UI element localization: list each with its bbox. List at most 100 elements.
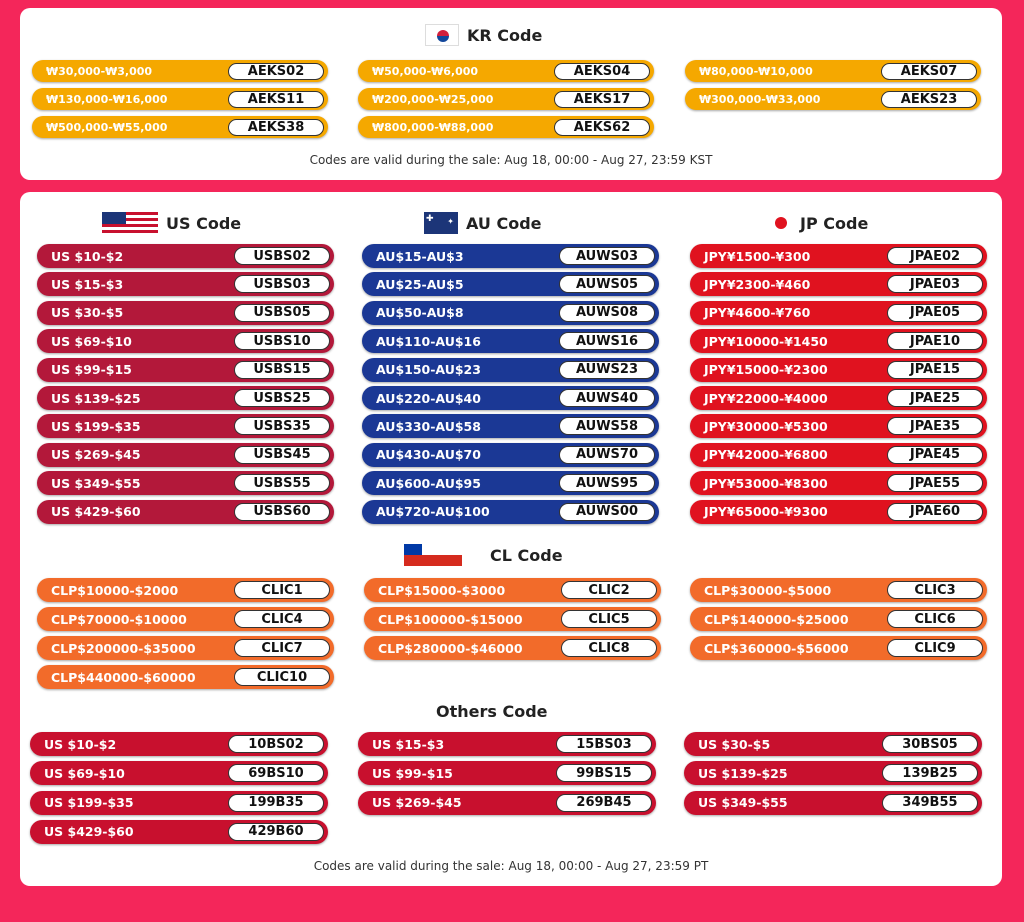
coupon-code[interactable]: 10BS02 xyxy=(228,735,324,753)
cl-coupon-pill[interactable]: CLP$15000-$3000 CLIC2 xyxy=(364,578,661,602)
cl-coupon-pill[interactable]: CLP$70000-$10000 CLIC4 xyxy=(37,607,334,631)
coupon-code[interactable]: USBS55 xyxy=(234,474,330,493)
coupon-code[interactable]: JPAE45 xyxy=(887,445,983,464)
coupon-code[interactable]: USBS60 xyxy=(234,502,330,521)
kr-coupon-pill[interactable]: ₩500,000-₩55,000 AEKS38 xyxy=(32,116,328,138)
coupon-code[interactable]: CLIC9 xyxy=(887,639,983,657)
coupon-code[interactable]: 30BS05 xyxy=(882,735,978,753)
coupon-code[interactable]: 69BS10 xyxy=(228,764,324,783)
us-coupon-pill[interactable]: US $429-$60 USBS60 xyxy=(37,499,334,524)
others-coupon-pill[interactable]: US $10-$2 10BS02 xyxy=(30,732,328,756)
coupon-code[interactable]: 199B35 xyxy=(228,793,324,812)
jp-coupon-pill[interactable]: JPY¥22000-¥4000 JPAE25 xyxy=(690,386,987,410)
us-coupon-pill[interactable]: US $269-$45 USBS45 xyxy=(37,442,334,467)
coupon-code[interactable]: USBS35 xyxy=(234,417,330,436)
coupon-code[interactable]: CLIC10 xyxy=(234,668,330,686)
jp-coupon-pill[interactable]: JPY¥53000-¥8300 JPAE55 xyxy=(690,471,987,496)
jp-coupon-pill[interactable]: JPY¥15000-¥2300 JPAE15 xyxy=(690,357,987,382)
coupon-code[interactable]: AEKS17 xyxy=(554,90,650,108)
cl-coupon-pill[interactable]: CLP$30000-$5000 CLIC3 xyxy=(690,578,987,602)
coupon-code[interactable]: AEKS62 xyxy=(554,118,650,136)
us-coupon-pill[interactable]: US $349-$55 USBS55 xyxy=(37,471,334,496)
coupon-code[interactable]: JPAE25 xyxy=(887,389,983,407)
coupon-code[interactable]: JPAE10 xyxy=(887,332,983,351)
cl-coupon-pill[interactable]: CLP$100000-$15000 CLIC5 xyxy=(364,607,661,631)
coupon-code[interactable]: AEKS11 xyxy=(228,90,324,108)
others-coupon-pill[interactable]: US $15-$3 15BS03 xyxy=(358,732,656,756)
coupon-code[interactable]: 269B45 xyxy=(556,793,652,812)
coupon-code[interactable]: USBS05 xyxy=(234,303,330,322)
coupon-code[interactable]: AUWS05 xyxy=(559,275,655,294)
cl-coupon-pill[interactable]: CLP$200000-$35000 CLIC7 xyxy=(37,636,334,660)
coupon-code[interactable]: CLIC7 xyxy=(234,639,330,657)
jp-coupon-pill[interactable]: JPY¥4600-¥760 JPAE05 xyxy=(690,300,987,325)
coupon-code[interactable]: USBS15 xyxy=(234,360,330,379)
coupon-code[interactable]: AUWS03 xyxy=(559,247,655,265)
coupon-code[interactable]: USBS03 xyxy=(234,275,330,294)
coupon-code[interactable]: CLIC5 xyxy=(561,610,657,628)
coupon-code[interactable]: CLIC2 xyxy=(561,581,657,599)
others-coupon-pill[interactable]: US $429-$60 429B60 xyxy=(30,819,328,844)
coupon-code[interactable]: CLIC6 xyxy=(887,610,983,628)
coupon-code[interactable]: USBS02 xyxy=(234,247,330,265)
others-coupon-pill[interactable]: US $139-$25 139B25 xyxy=(684,761,982,786)
others-coupon-pill[interactable]: US $69-$10 69BS10 xyxy=(30,761,328,786)
coupon-code[interactable]: USBS10 xyxy=(234,332,330,351)
us-coupon-pill[interactable]: US $139-$25 USBS25 xyxy=(37,386,334,410)
coupon-code[interactable]: AEKS02 xyxy=(228,62,324,80)
kr-coupon-pill[interactable]: ₩130,000-₩16,000 AEKS11 xyxy=(32,88,328,110)
us-coupon-pill[interactable]: US $99-$15 USBS15 xyxy=(37,357,334,382)
coupon-code[interactable]: JPAE02 xyxy=(887,247,983,265)
cl-coupon-pill[interactable]: CLP$140000-$25000 CLIC6 xyxy=(690,607,987,631)
coupon-code[interactable]: 429B60 xyxy=(228,822,324,841)
coupon-code[interactable]: CLIC8 xyxy=(561,639,657,657)
au-coupon-pill[interactable]: AU$15-AU$3 AUWS03 xyxy=(362,244,659,268)
coupon-code[interactable]: 99BS15 xyxy=(556,764,652,783)
coupon-code[interactable]: AUWS23 xyxy=(559,360,655,379)
coupon-code[interactable]: CLIC4 xyxy=(234,610,330,628)
jp-coupon-pill[interactable]: JPY¥65000-¥9300 JPAE60 xyxy=(690,499,987,524)
coupon-code[interactable]: AUWS40 xyxy=(559,389,655,407)
coupon-code[interactable]: AUWS70 xyxy=(559,445,655,464)
coupon-code[interactable]: 139B25 xyxy=(882,764,978,783)
au-coupon-pill[interactable]: AU$600-AU$95 AUWS95 xyxy=(362,471,659,496)
us-coupon-pill[interactable]: US $10-$2 USBS02 xyxy=(37,244,334,268)
coupon-code[interactable]: USBS45 xyxy=(234,445,330,464)
kr-coupon-pill[interactable]: ₩300,000-₩33,000 AEKS23 xyxy=(685,88,981,110)
jp-coupon-pill[interactable]: JPY¥30000-¥5300 JPAE35 xyxy=(690,414,987,439)
coupon-code[interactable]: AUWS16 xyxy=(559,332,655,351)
au-coupon-pill[interactable]: AU$220-AU$40 AUWS40 xyxy=(362,386,659,410)
coupon-code[interactable]: CLIC1 xyxy=(234,581,330,599)
coupon-code[interactable]: AUWS95 xyxy=(559,474,655,493)
coupon-code[interactable]: JPAE05 xyxy=(887,303,983,322)
coupon-code[interactable]: JPAE60 xyxy=(887,502,983,521)
others-coupon-pill[interactable]: US $99-$15 99BS15 xyxy=(358,761,656,786)
coupon-code[interactable]: CLIC3 xyxy=(887,581,983,599)
us-coupon-pill[interactable]: US $15-$3 USBS03 xyxy=(37,272,334,297)
kr-coupon-pill[interactable]: ₩200,000-₩25,000 AEKS17 xyxy=(358,88,654,110)
coupon-code[interactable]: 349B55 xyxy=(882,793,978,812)
coupon-code[interactable]: USBS25 xyxy=(234,389,330,407)
coupon-code[interactable]: AEKS23 xyxy=(881,90,977,108)
cl-coupon-pill[interactable]: CLP$10000-$2000 CLIC1 xyxy=(37,578,334,602)
au-coupon-pill[interactable]: AU$25-AU$5 AUWS05 xyxy=(362,272,659,297)
au-coupon-pill[interactable]: AU$330-AU$58 AUWS58 xyxy=(362,414,659,439)
others-coupon-pill[interactable]: US $199-$35 199B35 xyxy=(30,790,328,815)
jp-coupon-pill[interactable]: JPY¥42000-¥6800 JPAE45 xyxy=(690,442,987,467)
us-coupon-pill[interactable]: US $199-$35 USBS35 xyxy=(37,414,334,439)
kr-coupon-pill[interactable]: ₩50,000-₩6,000 AEKS04 xyxy=(358,60,654,82)
au-coupon-pill[interactable]: AU$150-AU$23 AUWS23 xyxy=(362,357,659,382)
coupon-code[interactable]: AEKS07 xyxy=(881,62,977,80)
cl-coupon-pill[interactable]: CLP$440000-$60000 CLIC10 xyxy=(37,665,334,689)
coupon-code[interactable]: JPAE35 xyxy=(887,417,983,436)
coupon-code[interactable]: AUWS08 xyxy=(559,303,655,322)
cl-coupon-pill[interactable]: CLP$360000-$56000 CLIC9 xyxy=(690,636,987,660)
kr-coupon-pill[interactable]: ₩80,000-₩10,000 AEKS07 xyxy=(685,60,981,82)
us-coupon-pill[interactable]: US $69-$10 USBS10 xyxy=(37,329,334,354)
coupon-code[interactable]: JPAE55 xyxy=(887,474,983,493)
au-coupon-pill[interactable]: AU$110-AU$16 AUWS16 xyxy=(362,329,659,354)
jp-coupon-pill[interactable]: JPY¥10000-¥1450 JPAE10 xyxy=(690,329,987,354)
au-coupon-pill[interactable]: AU$720-AU$100 AUWS00 xyxy=(362,499,659,524)
jp-coupon-pill[interactable]: JPY¥1500-¥300 JPAE02 xyxy=(690,244,987,268)
au-coupon-pill[interactable]: AU$430-AU$70 AUWS70 xyxy=(362,442,659,467)
